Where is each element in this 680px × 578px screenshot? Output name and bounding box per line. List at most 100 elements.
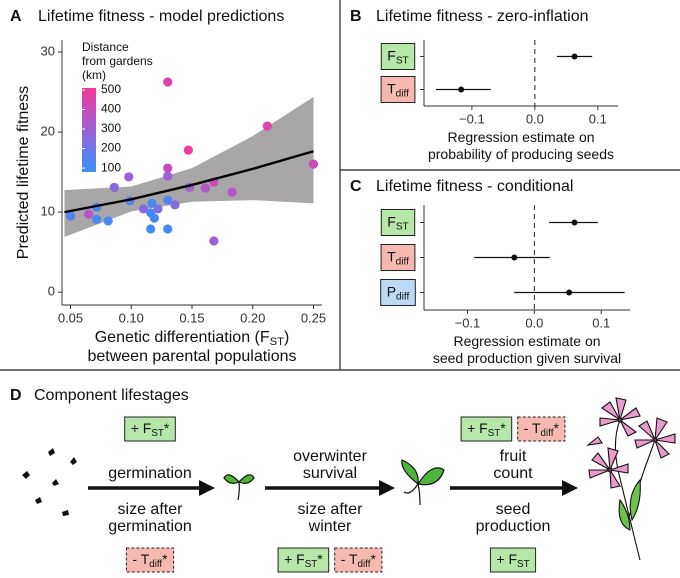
x-axis-title: between parental populations [87, 348, 296, 365]
point [308, 159, 319, 169]
effect-label-sub: ST [305, 559, 318, 570]
fit-line [64, 150, 314, 214]
point [163, 224, 173, 234]
panel-letter: D [10, 387, 22, 404]
effect-label-suffix: * [370, 551, 376, 567]
point [149, 213, 159, 223]
stage-label: germination [108, 518, 192, 535]
stage-label: production [476, 518, 551, 535]
panel-letter: A [10, 8, 22, 25]
point [200, 183, 210, 193]
effect-label-main: - T [132, 551, 149, 567]
effect-label-suffix: * [317, 551, 323, 567]
y-tick-label: 20 [41, 124, 55, 139]
point [84, 209, 94, 219]
effect-label-suffix: * [164, 420, 170, 436]
point [170, 200, 180, 210]
colorbar-label: 400 [101, 102, 121, 116]
effect-label-main: + F [467, 420, 488, 436]
category-box [380, 43, 416, 70]
effect-label-main: + F [496, 551, 517, 567]
stage-label: fruit [500, 448, 527, 465]
effect-box [460, 416, 513, 442]
stage-label: size after [298, 501, 364, 518]
effect-label: + FST* [284, 551, 323, 570]
category-box [380, 244, 416, 271]
point [65, 211, 76, 221]
x-tick-label: −0.1 [459, 111, 485, 126]
stage-label: overwinter [293, 448, 367, 465]
x-tick-label: 0.05 [58, 310, 83, 325]
chart-title: Lifetime fitness - conditional [376, 178, 573, 195]
y-tick-label: 30 [41, 43, 55, 58]
x-tick-label: 0.10 [119, 310, 144, 325]
category-main: F [387, 213, 396, 229]
stage-label: seed [496, 501, 531, 518]
x-axis-title-suffix: ) [284, 329, 289, 346]
x-axis-title: Regression estimate on [453, 333, 600, 349]
x-axis-title-main: seed production given survival [433, 350, 621, 366]
effect-label-sub: ST [488, 428, 501, 439]
point [124, 172, 134, 182]
x-axis-title-main: Regression estimate on [447, 129, 594, 145]
y-tick-label: 0 [48, 284, 55, 299]
x-tick-label: 0.25 [301, 310, 326, 325]
effect-label: + FST* [131, 420, 170, 439]
stage-label: size after [118, 501, 184, 518]
legend-title: Distance [82, 40, 129, 54]
point [153, 204, 163, 214]
diagram-title: Component lifestages [34, 387, 189, 404]
stage-label: winter [308, 518, 352, 535]
x-axis-title: seed production given survival [433, 350, 621, 366]
point [92, 214, 102, 224]
point [571, 53, 578, 60]
x-axis-title-main: Regression estimate on [453, 333, 600, 349]
x-tick-label: 0.1 [589, 111, 607, 126]
x-axis-title: Regression estimate on [447, 129, 594, 145]
category-label: FST [387, 213, 408, 232]
x-axis-title: probability of producing seeds [428, 146, 614, 162]
category-sub: diff [396, 256, 409, 267]
x-axis-title-sub: ST [270, 336, 284, 348]
arrow-head [199, 480, 215, 496]
effect-label-sub: ST [151, 428, 164, 439]
arrow-head [562, 480, 578, 496]
effect-label: - Tdiff* [524, 420, 560, 439]
effect-label: + FST* [467, 420, 506, 439]
legend-title: from gardens [82, 54, 153, 68]
category-main: F [387, 47, 396, 63]
y-tick-label: 10 [41, 204, 55, 219]
point [163, 77, 173, 87]
effect-label-suffix: * [162, 551, 168, 567]
category-sub: diff [396, 291, 409, 302]
effect-box [277, 547, 330, 573]
point [163, 163, 173, 173]
seeds [22, 448, 77, 516]
category-label: Pdiff [387, 283, 410, 302]
x-tick-label: 0.15 [179, 310, 204, 325]
category-sub: ST [396, 55, 409, 66]
effect-label-suffix: * [553, 420, 559, 436]
chart-title: Lifetime fitness - zero-inflation [376, 8, 589, 25]
effect-label-sub: diff [149, 559, 162, 570]
point [458, 86, 465, 93]
point [163, 171, 173, 181]
point [511, 254, 518, 261]
colorbar-label: 100 [101, 160, 121, 174]
point [571, 219, 578, 226]
point [163, 195, 173, 205]
point [566, 289, 573, 296]
x-axis-title: Genetic differentiation (FST) [95, 329, 290, 348]
category-label: FST [387, 47, 408, 66]
category-main: T [387, 248, 396, 264]
x-tick-label: 0.1 [592, 315, 610, 330]
category-sub: diff [396, 88, 409, 99]
x-axis-title-main: between parental populations [87, 348, 296, 365]
x-tick-label: −0.1 [455, 315, 481, 330]
effect-label-main: + F [131, 420, 152, 436]
panel-letter: C [350, 178, 362, 195]
panel-letter: B [350, 8, 362, 25]
category-main: P [387, 283, 396, 299]
effect-label-sub: diff [358, 559, 371, 570]
point [183, 145, 193, 155]
